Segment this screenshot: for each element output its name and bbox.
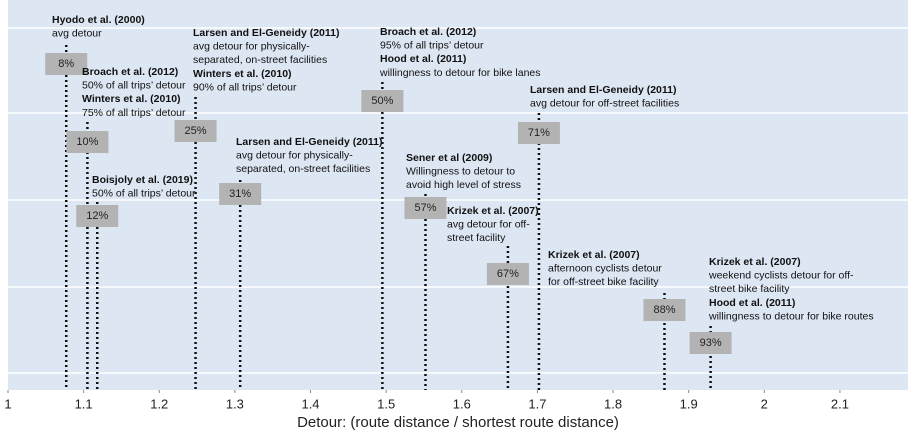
x-tick-label: 1.2 xyxy=(150,396,168,411)
note-text: weekend cyclists detour for off- xyxy=(708,269,854,281)
note-text: separated, on-street facilities xyxy=(236,163,370,175)
note-source: Larsen and El-Geneidy (2011) xyxy=(236,136,382,148)
value-box xyxy=(45,53,88,75)
value-label: 25% xyxy=(185,125,207,137)
value-box xyxy=(486,263,529,285)
x-tick-label: 1.5 xyxy=(377,396,395,411)
note-text: 50% of all trips’ detour xyxy=(92,187,196,199)
note-text: 95% of all trips’ detour xyxy=(380,39,484,51)
note-text: Willingness to detour to xyxy=(406,165,515,177)
note-text: avoid high level of stress xyxy=(406,179,521,191)
note-text: avg detour for off-street facilities xyxy=(530,97,679,109)
note-source: Boisjoly et al. (2019) xyxy=(92,174,193,186)
note-text: separated, on-street facilities xyxy=(193,54,327,66)
value-box xyxy=(404,197,447,219)
value-label: 10% xyxy=(76,136,98,148)
note-source: Broach et al. (2012) xyxy=(380,26,476,38)
note-source: Krizek et al. (2007) xyxy=(548,249,640,261)
note-text: avg detour for off- xyxy=(447,218,530,230)
plot-background xyxy=(8,0,908,390)
grid xyxy=(8,27,908,374)
note-source: Sener et al (2009) xyxy=(406,152,492,164)
value-label: 50% xyxy=(371,95,393,107)
x-tick-label: 2 xyxy=(761,396,768,411)
note-source: Broach et al. (2012) xyxy=(82,66,178,78)
note-source: Winters et al. (2010) xyxy=(193,68,292,80)
value-label: 8% xyxy=(58,58,74,70)
note-text: for off-street bike facility xyxy=(548,276,659,288)
x-tick-label: 1.7 xyxy=(528,396,546,411)
note-text: willingness to detour for bike routes xyxy=(708,311,874,323)
x-tick-label: 2.1 xyxy=(831,396,849,411)
value-box xyxy=(361,90,404,112)
x-axis-title: Detour: (route distance / shortest route… xyxy=(297,414,619,431)
x-tick-label: 1.8 xyxy=(604,396,622,411)
note-text: street bike facility xyxy=(709,283,790,295)
value-box xyxy=(76,205,119,227)
note-text: willingness to detour for bike lanes xyxy=(379,67,541,79)
note-source: Hood et al. (2011) xyxy=(380,53,466,65)
note-text: 90% of all trips’ detour xyxy=(193,82,297,94)
note-source: Larsen and El-Geneidy (2011) xyxy=(530,84,676,96)
value-box xyxy=(689,332,732,354)
value-box xyxy=(174,120,217,142)
x-tick-label: 1.1 xyxy=(75,396,93,411)
note-text: street facility xyxy=(447,232,506,244)
note-text: afternoon cyclists detour xyxy=(548,262,662,274)
value-box xyxy=(219,183,262,205)
value-label: 71% xyxy=(528,127,550,139)
value-label: 12% xyxy=(86,210,108,222)
value-label: 67% xyxy=(497,268,519,280)
note-source: Larsen and El-Geneidy (2011) xyxy=(193,27,339,39)
x-tick-label: 1.4 xyxy=(301,396,319,411)
x-tick-label: 1 xyxy=(4,396,11,411)
value-box xyxy=(643,299,686,321)
note-source: Krizek et al. (2007) xyxy=(447,205,539,217)
x-tick-label: 1.6 xyxy=(453,396,471,411)
note-source: Krizek et al. (2007) xyxy=(709,256,801,268)
note-source: Hood et al. (2011) xyxy=(709,297,795,309)
note-text: avg detour for physically- xyxy=(193,40,310,52)
value-label: 88% xyxy=(653,304,675,316)
note-text: 75% of all trips’ detour xyxy=(82,107,186,119)
x-tick-label: 1.9 xyxy=(680,396,698,411)
value-label: 57% xyxy=(414,202,436,214)
note-text: avg detour xyxy=(52,27,102,39)
note-source: Hyodo et al. (2000) xyxy=(52,14,145,26)
value-label: 31% xyxy=(229,188,251,200)
note-text: 50% of all trips’ detour xyxy=(82,79,186,91)
note-text: avg detour for physically- xyxy=(236,149,353,161)
x-tick-label: 1.3 xyxy=(226,396,244,411)
value-box xyxy=(517,122,560,144)
value-label: 93% xyxy=(700,337,722,349)
note-source: Winters et al. (2010) xyxy=(82,93,181,105)
value-box xyxy=(66,131,109,153)
